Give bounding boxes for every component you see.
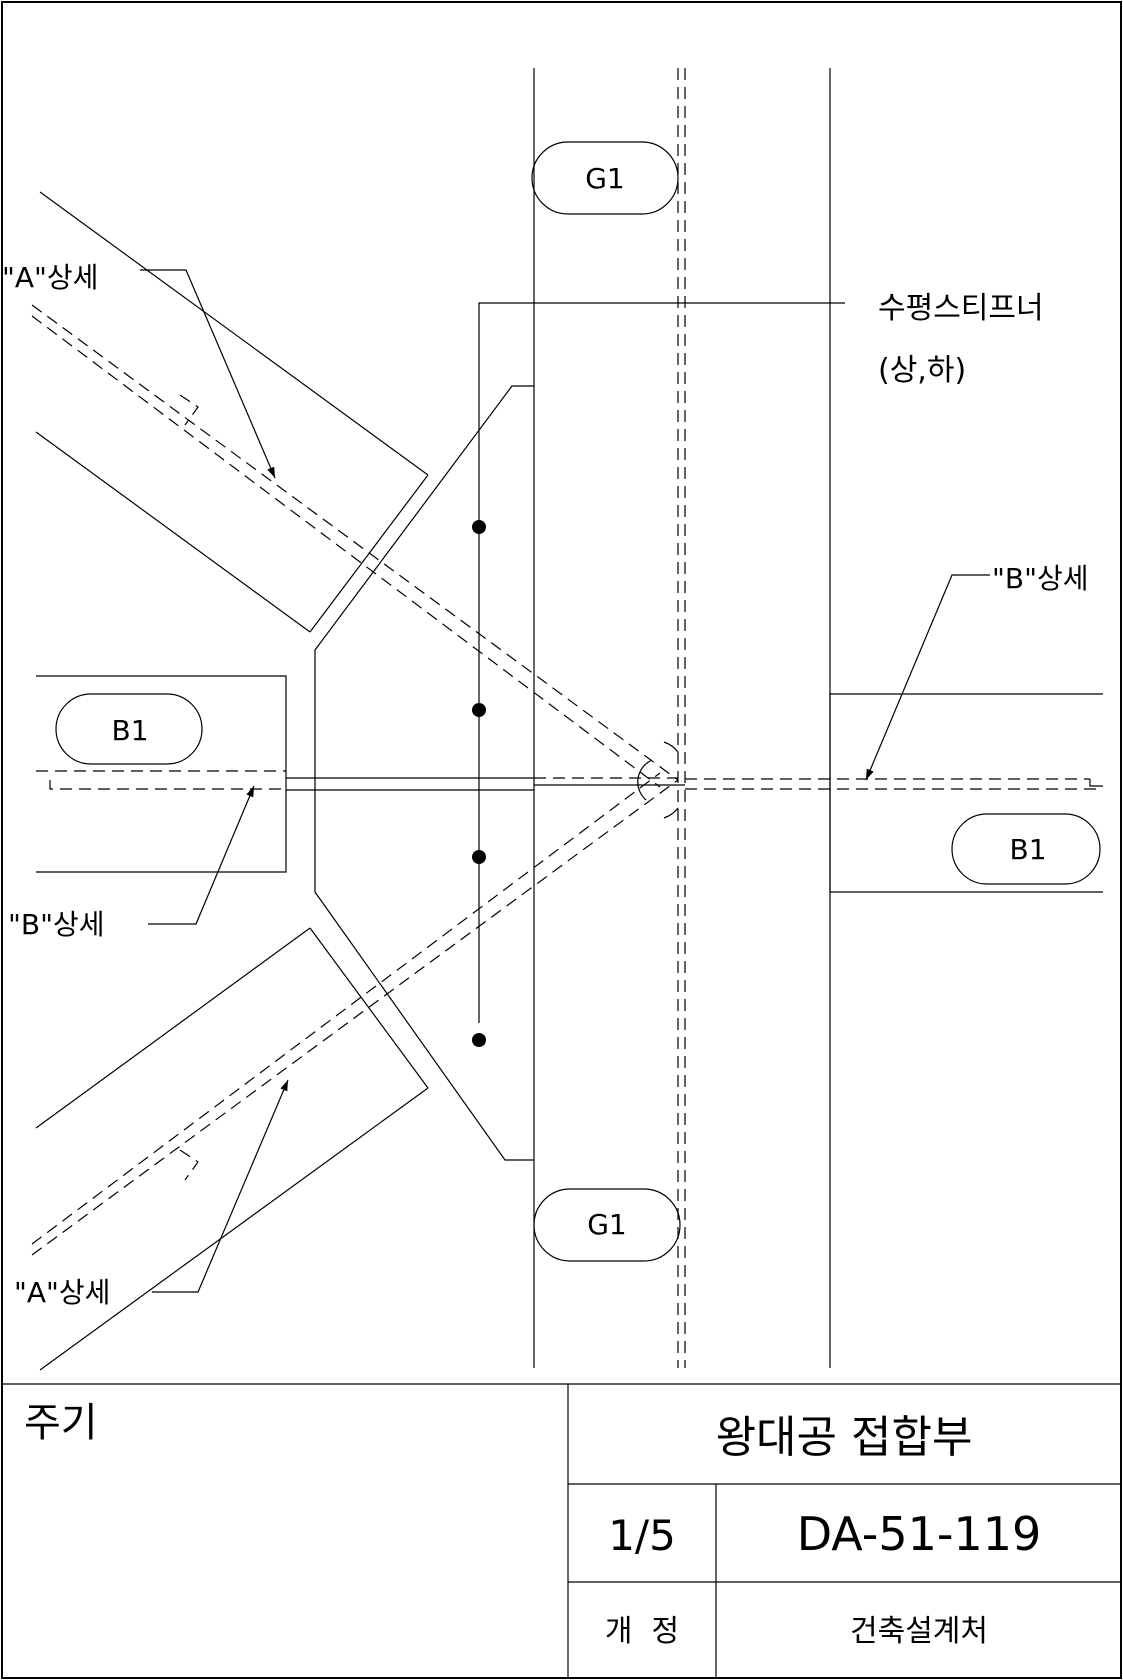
- lower-diagonal-member: [31, 772, 679, 1371]
- left-beam: [36, 675, 678, 873]
- stiffener-label-line2: (상,하): [878, 353, 966, 388]
- callout-stiffener: 수평스티프너 (상,하): [878, 291, 1044, 388]
- bolt-1: [472, 520, 486, 534]
- callout-b-left: "B"상세: [8, 785, 255, 941]
- notes-label: 주기: [24, 1400, 98, 1446]
- callout-b-right-text: "B"상세: [992, 562, 1089, 595]
- horizontal-stiffener: [472, 302, 845, 1047]
- callout-b-right: "B"상세: [865, 562, 1089, 781]
- bolt-4: [472, 1033, 486, 1047]
- gusset-plate: [314, 385, 534, 1161]
- tag-g1-top-text: G1: [585, 162, 625, 195]
- title-block: 주기 왕대공 접합부 1/5 DA-51-119 개 정 건축설계처: [2, 1383, 1121, 1678]
- tag-g1-top: G1: [531, 141, 679, 215]
- drawing-title: 왕대공 접합부: [716, 1412, 973, 1463]
- callout-a-lower: "A"상세: [14, 1079, 289, 1309]
- tag-b1-left-text: B1: [111, 714, 148, 747]
- callout-a-upper: "A"상세: [2, 261, 276, 479]
- stiffener-label-line1: 수평스티프너: [878, 291, 1044, 326]
- bolt-2: [472, 703, 486, 717]
- drawing-number: DA-51-119: [797, 1507, 1042, 1561]
- callout-a-upper-text: "A"상세: [2, 261, 98, 294]
- column: [533, 68, 831, 1368]
- tag-g1-bottom: G1: [533, 1188, 681, 1262]
- tag-b1-right: B1: [951, 813, 1101, 885]
- tag-g1-bottom-text: G1: [587, 1208, 627, 1241]
- bolt-3: [472, 850, 486, 864]
- revision-label: 개 정: [605, 1614, 679, 1649]
- right-beam: [685, 693, 1103, 893]
- callout-a-lower-text: "A"상세: [14, 1276, 110, 1309]
- tag-b1-left: B1: [55, 693, 203, 765]
- callout-b-left-text: "B"상세: [8, 908, 105, 941]
- sheet-number: 1/5: [608, 1511, 676, 1560]
- tag-b1-right-text: B1: [1009, 833, 1046, 866]
- work-point: [534, 741, 685, 819]
- upper-diagonal-member: [31, 191, 679, 788]
- department: 건축설계처: [850, 1614, 988, 1649]
